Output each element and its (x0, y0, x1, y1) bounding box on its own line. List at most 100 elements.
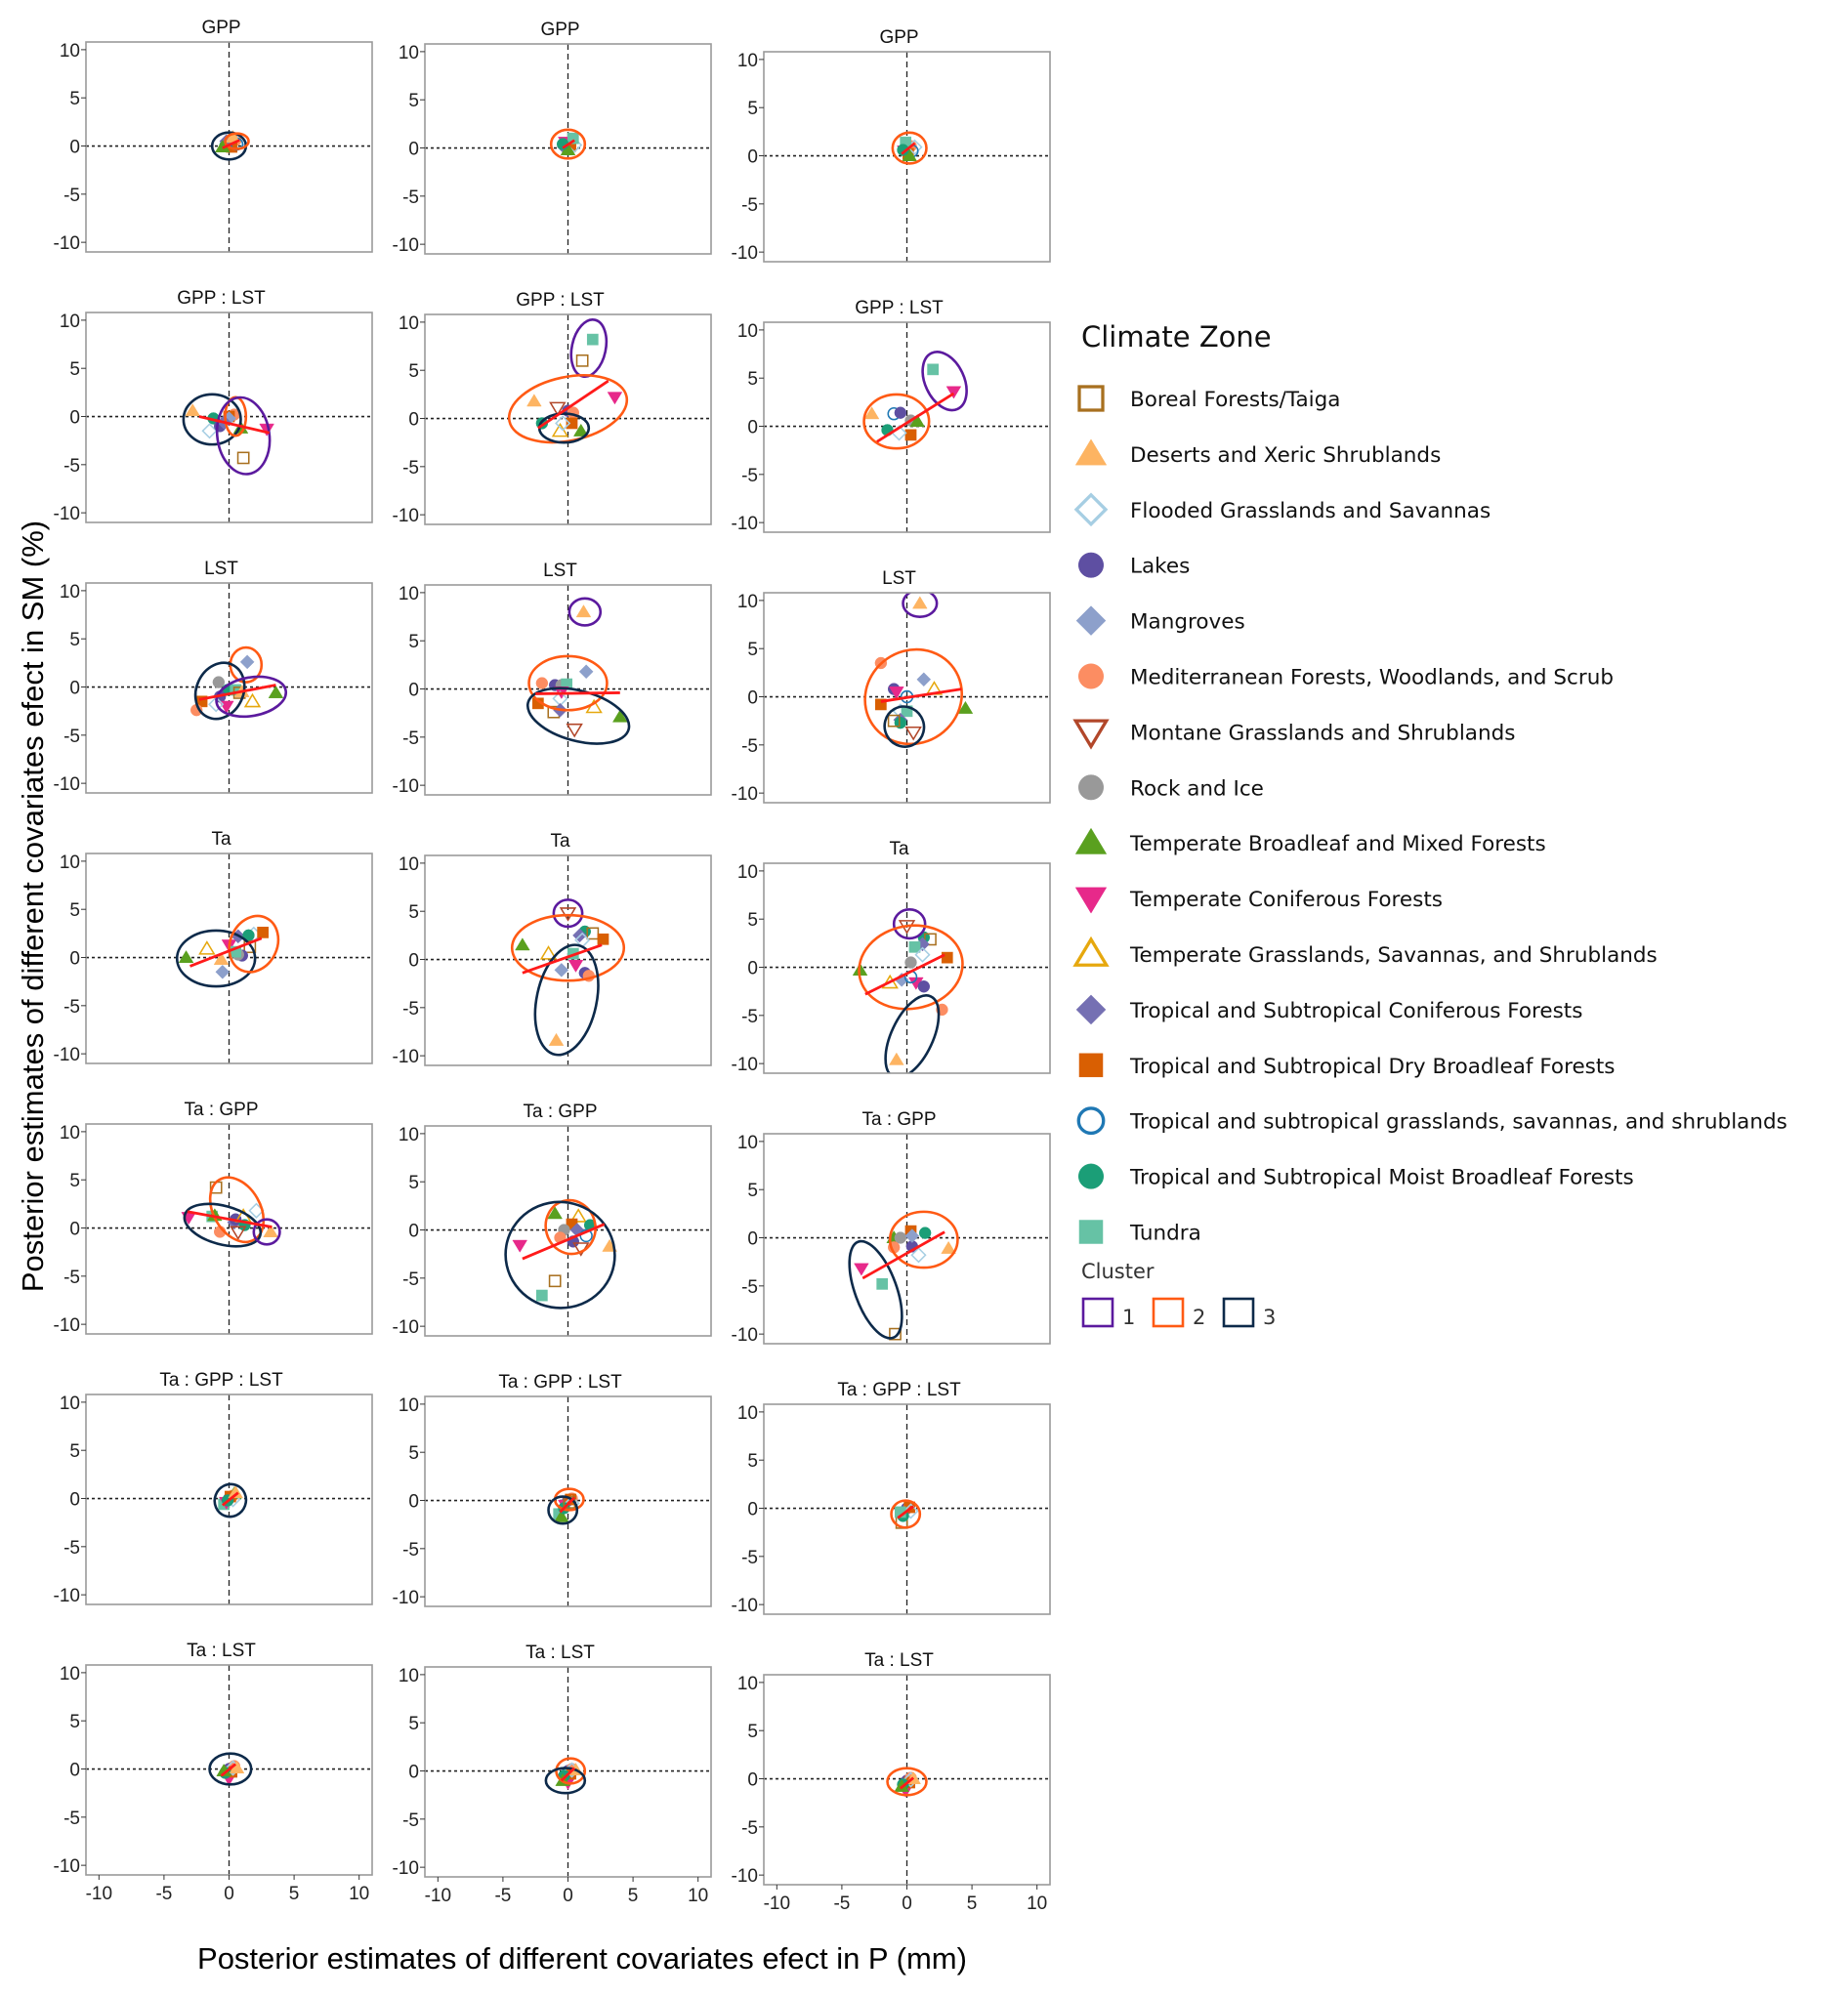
data-point-tropical-and-subtropical-dry-broadleaf-forests (566, 417, 578, 430)
cluster-2-ellipse (555, 1757, 587, 1785)
legend-item-tropical-and-subtropical-coniferous-forests: Tropical and Subtropical Coniferous Fore… (1075, 994, 1582, 1025)
cluster-legend-item-1: 1 (1081, 1297, 1135, 1329)
y-tick-label: 5 (408, 1443, 419, 1464)
legend-item-montane-grasslands-and-shrublands: Montane Grasslands and Shrublands (1072, 719, 1515, 750)
cluster-1-ellipse (215, 675, 288, 719)
y-tick-label: 5 (69, 900, 80, 921)
data-point-lakes (894, 406, 907, 419)
panel-3-3: LST -10 -5 0 5 10 (732, 568, 1051, 805)
data-point-flooded-grasslands-and-savannas (903, 1503, 919, 1519)
data-point-tundra (567, 132, 579, 145)
panel-2-3: GPP : LST -10 -5 0 5 10 (732, 298, 1051, 534)
y-tick-label: 10 (60, 1123, 80, 1144)
data-point-tundra (927, 363, 939, 376)
panel-title: GPP : LST (516, 290, 605, 311)
y-tick-label: -5 (402, 728, 419, 749)
y-tick-label: -5 (63, 997, 80, 1018)
legend-symbol-temperate-broadleaf-and-mixed-forests-icon (1074, 827, 1108, 854)
y-tick-label: -10 (54, 1586, 80, 1606)
y-tick-label: -10 (54, 1045, 80, 1065)
y-tick-label: -5 (63, 727, 80, 747)
y-tick-label: 5 (69, 630, 80, 650)
y-tick-label: 10 (737, 1403, 758, 1424)
regression-line (861, 1230, 945, 1280)
data-point-boreal-forests-taiga (236, 451, 250, 465)
cluster-2-ellipse (549, 128, 587, 160)
cluster-2-ellipse (886, 1767, 928, 1797)
x-tick-label: -5 (494, 1886, 511, 1906)
y-tick-label: 0 (408, 951, 419, 972)
regression-line (222, 139, 240, 149)
y-tick-label: -5 (402, 458, 419, 478)
legend-label: Mangroves (1130, 610, 1245, 635)
x-tick-label: -10 (86, 1884, 112, 1904)
y-tick-label: -5 (63, 186, 80, 206)
data-point-tundra (586, 333, 599, 346)
panel-frame (424, 1125, 712, 1337)
y-tick-label: -5 (741, 466, 758, 486)
x-tick-label: 0 (224, 1884, 234, 1904)
legend-label: Boreal Forests/Taiga (1130, 388, 1340, 412)
data-point-montane-grasslands-and-shrublands (549, 401, 567, 417)
y-tick-label: -10 (54, 1856, 80, 1877)
legend: Climate Zone Cluster Boreal Forests/Taig… (1072, 320, 1787, 1329)
x-tick-label: 0 (902, 1893, 912, 1914)
panel-2-2: GPP : LST -10 -5 0 5 10 (393, 290, 712, 526)
regression-line (562, 139, 575, 149)
panel-frame (763, 321, 1051, 533)
y-tick-label: 0 (408, 410, 419, 431)
y-tick-label: 5 (408, 1714, 419, 1734)
regression-line (560, 1767, 576, 1782)
y-tick-label: 5 (747, 640, 758, 660)
data-point-temperate-broadleaf-and-mixed-forests (957, 700, 974, 714)
legend-symbol-lakes-icon (1078, 552, 1104, 578)
y-tick-label: 10 (737, 862, 758, 883)
y-tick-label: -10 (732, 1596, 758, 1616)
data-point-tropical-and-subtropical-dry-broadleaf-forests (875, 698, 887, 711)
legend-item-tundra: Tundra (1078, 1220, 1201, 1246)
legend-label: Deserts and Xeric Shrublands (1130, 443, 1441, 468)
data-point-montane-grasslands-and-shrublands (230, 1226, 247, 1240)
cluster-legend-item-2: 2 (1152, 1297, 1205, 1329)
legend-label: Tropical and Subtropical Dry Broadleaf F… (1129, 1055, 1616, 1079)
regression-line (189, 936, 263, 968)
data-point-montane-grasslands-and-shrublands (904, 726, 922, 741)
data-point-tropical-and-subtropical-moist-broadleaf-forests (897, 144, 909, 156)
panel-4-3: Ta -10 -5 0 5 10 (732, 839, 1051, 1075)
data-point-deserts-and-xeric-shrublands (912, 596, 928, 609)
panel-7-3: Ta : LST -10 -5 0 5 10 -10 -5 0 5 10 (732, 1650, 1051, 1914)
legend-label: Montane Grasslands and Shrublands (1130, 721, 1515, 745)
y-tick-label: -5 (741, 1007, 758, 1027)
cluster-1-ellipse (569, 318, 609, 378)
data-point-boreal-forests-taiga (575, 354, 589, 367)
panel-frame (763, 1133, 1051, 1345)
y-tick-label: 0 (69, 949, 80, 970)
panel-title: Ta (550, 831, 570, 852)
panel-frame (763, 1403, 1051, 1615)
y-tick-label: 0 (69, 1761, 80, 1781)
y-tick-label: 10 (399, 1125, 419, 1145)
y-tick-label: 0 (408, 1222, 419, 1242)
legend-symbol-tropical-and-subtropical-dry-broadleaf-forests-icon (1078, 1053, 1104, 1078)
legend-item-temperate-broadleaf-and-mixed-forests: Temperate Broadleaf and Mixed Forests (1074, 827, 1546, 856)
data-point-temperate-grasslands-savannas-and-shrublands (569, 1208, 587, 1223)
y-tick-label: 5 (747, 99, 758, 119)
panel-title: Ta : GPP (523, 1102, 597, 1122)
y-tick-label: 0 (69, 408, 80, 429)
data-point-temperate-grasslands-savannas-and-shrublands (881, 974, 899, 989)
y-tick-label: 5 (69, 1171, 80, 1191)
panel-5-1: Ta : GPP -10 -5 0 5 10 (54, 1100, 373, 1336)
panel-title: Ta (889, 839, 909, 859)
data-point-flooded-grasslands-and-savannas (910, 1247, 927, 1264)
panel-frame (424, 43, 712, 255)
panel-frame (85, 582, 373, 794)
data-point-boreal-forests-taiga (889, 1327, 902, 1341)
panel-4-1: Ta -10 -5 0 5 10 (54, 829, 373, 1065)
x-tick-label: 5 (628, 1886, 639, 1906)
cluster-3-ellipse (175, 929, 257, 988)
cluster-legend-title: Cluster (1081, 1260, 1155, 1283)
regression-line (537, 379, 609, 430)
y-tick-label: 0 (69, 1220, 80, 1240)
data-point-tropical-and-subtropical-dry-broadleaf-forests (257, 927, 269, 938)
legend-symbol-flooded-grasslands-and-savannas-icon (1073, 492, 1109, 527)
